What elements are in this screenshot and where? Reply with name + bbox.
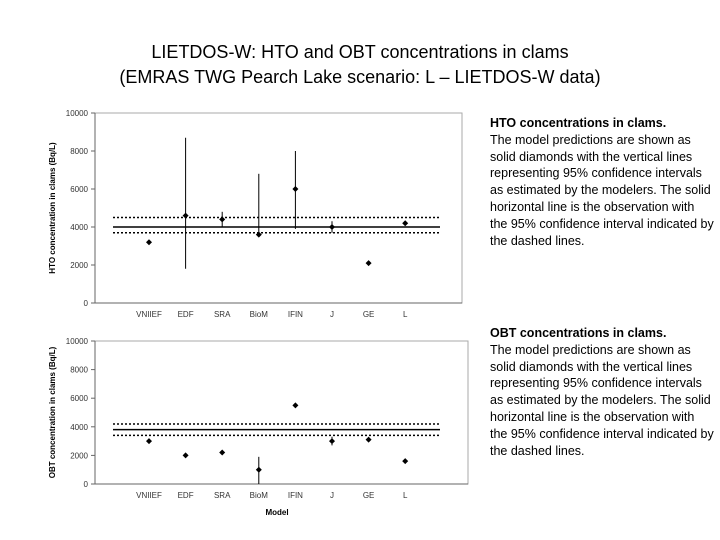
y-tick-label: 0	[84, 480, 89, 489]
diamond	[182, 212, 189, 219]
diamond	[402, 220, 409, 227]
diamond	[255, 231, 262, 238]
slide-title: (EMRAS TWG Pearch Lake scenario: L – LIE…	[119, 67, 600, 87]
diamond	[219, 216, 226, 223]
diamond	[365, 436, 372, 443]
y-axis-label: OBT concentration in clams (Bq/L)	[48, 346, 57, 478]
x-tick-label: J	[330, 310, 334, 319]
x-tick-label: SRA	[214, 310, 231, 319]
annotation-text: The model predictions are shown as solid…	[490, 342, 714, 458]
y-axis-label: HTO concentration in clams (Bq/L)	[48, 142, 57, 274]
x-tick-label: J	[330, 491, 334, 500]
x-tick-label: BioM	[250, 310, 269, 319]
x-tick-label: GE	[363, 491, 375, 500]
x-tick-label: EDF	[178, 310, 194, 319]
diamond	[182, 452, 189, 459]
diamond	[402, 458, 409, 465]
annotation-title: OBT concentrations in clams.	[490, 326, 667, 340]
annotation: OBT concentrations in clams. The model pr…	[490, 325, 714, 459]
diamond	[292, 402, 299, 409]
diamond	[219, 449, 226, 456]
x-tick-label: L	[403, 310, 408, 319]
diamond	[255, 466, 262, 473]
x-tick-label: SRA	[214, 491, 231, 500]
x-tick-label: BioM	[250, 491, 269, 500]
y-tick-label: 6000	[70, 394, 88, 403]
y-tick-label: 10000	[66, 109, 89, 118]
diamond	[329, 224, 335, 230]
y-tick-label: 4000	[70, 223, 88, 232]
plot-frame	[94, 340, 469, 485]
y-tick-label: 8000	[70, 147, 88, 156]
slide-title: LIETDOS-W: HTO and OBT concentrations in…	[151, 42, 568, 62]
x-tick-label: EDF	[178, 491, 194, 500]
x-tick-label: VNIIEF	[136, 491, 162, 500]
diamond	[329, 438, 335, 445]
diamond	[365, 260, 372, 267]
x-tick-label: L	[403, 491, 408, 500]
y-tick-label: 6000	[70, 185, 88, 194]
annotation-text: The model predictions are shown as solid…	[490, 132, 714, 248]
y-tick-label: 2000	[70, 451, 88, 460]
diamond	[146, 239, 152, 246]
annotation-title: HTO concentrations in clams.	[490, 116, 667, 130]
diamond	[292, 186, 299, 192]
y-tick-label: 4000	[70, 423, 88, 432]
annotation: HTO concentrations in clams. The model pr…	[490, 115, 714, 249]
x-tick-label: GE	[363, 310, 375, 319]
x-tick-label: IFIN	[288, 310, 303, 319]
y-tick-label: 2000	[70, 261, 88, 270]
x-tick-label: IFIN	[288, 491, 303, 500]
diamond	[146, 438, 152, 445]
x-axis-label: Model	[265, 508, 288, 517]
y-tick-label: 10000	[66, 337, 89, 346]
x-tick-label: VNIIEF	[136, 310, 162, 319]
y-tick-label: 8000	[70, 366, 88, 375]
plot-frame	[94, 112, 463, 304]
y-tick-label: 0	[84, 299, 89, 308]
